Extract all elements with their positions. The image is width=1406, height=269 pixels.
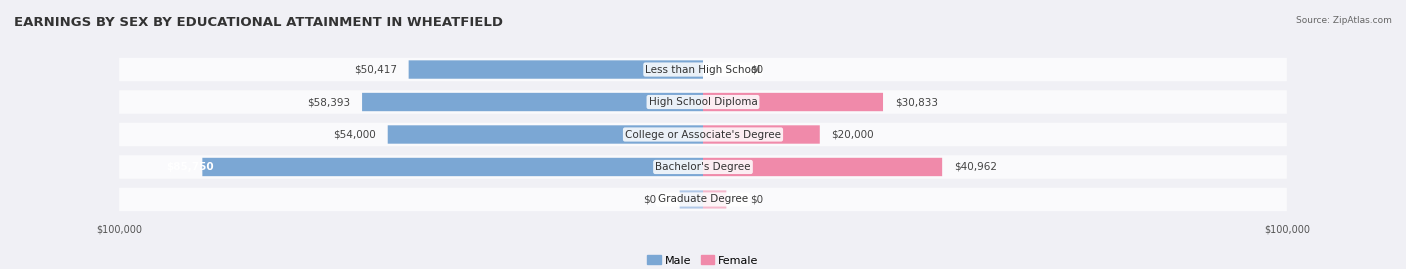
FancyBboxPatch shape — [703, 93, 883, 111]
FancyBboxPatch shape — [703, 158, 942, 176]
FancyBboxPatch shape — [409, 60, 703, 79]
Text: Less than High School: Less than High School — [645, 65, 761, 75]
Text: Source: ZipAtlas.com: Source: ZipAtlas.com — [1296, 16, 1392, 25]
Legend: Male, Female: Male, Female — [643, 251, 763, 269]
Text: High School Diploma: High School Diploma — [648, 97, 758, 107]
Text: EARNINGS BY SEX BY EDUCATIONAL ATTAINMENT IN WHEATFIELD: EARNINGS BY SEX BY EDUCATIONAL ATTAINMEN… — [14, 16, 503, 29]
FancyBboxPatch shape — [120, 58, 1286, 81]
FancyBboxPatch shape — [120, 188, 1286, 211]
Text: $54,000: $54,000 — [333, 129, 375, 140]
Text: $40,962: $40,962 — [953, 162, 997, 172]
Text: $58,393: $58,393 — [308, 97, 350, 107]
FancyBboxPatch shape — [703, 190, 727, 208]
FancyBboxPatch shape — [388, 125, 703, 144]
Text: $0: $0 — [749, 194, 763, 204]
Text: $0: $0 — [643, 194, 657, 204]
Text: Graduate Degree: Graduate Degree — [658, 194, 748, 204]
FancyBboxPatch shape — [679, 190, 703, 208]
Text: College or Associate's Degree: College or Associate's Degree — [626, 129, 780, 140]
Text: $50,417: $50,417 — [354, 65, 396, 75]
FancyBboxPatch shape — [363, 93, 703, 111]
Text: $20,000: $20,000 — [831, 129, 875, 140]
Text: $0: $0 — [749, 65, 763, 75]
Text: $85,750: $85,750 — [166, 162, 214, 172]
FancyBboxPatch shape — [120, 155, 1286, 179]
FancyBboxPatch shape — [120, 123, 1286, 146]
FancyBboxPatch shape — [120, 90, 1286, 114]
Text: Bachelor's Degree: Bachelor's Degree — [655, 162, 751, 172]
FancyBboxPatch shape — [202, 158, 703, 176]
Text: $30,833: $30,833 — [894, 97, 938, 107]
FancyBboxPatch shape — [703, 125, 820, 144]
